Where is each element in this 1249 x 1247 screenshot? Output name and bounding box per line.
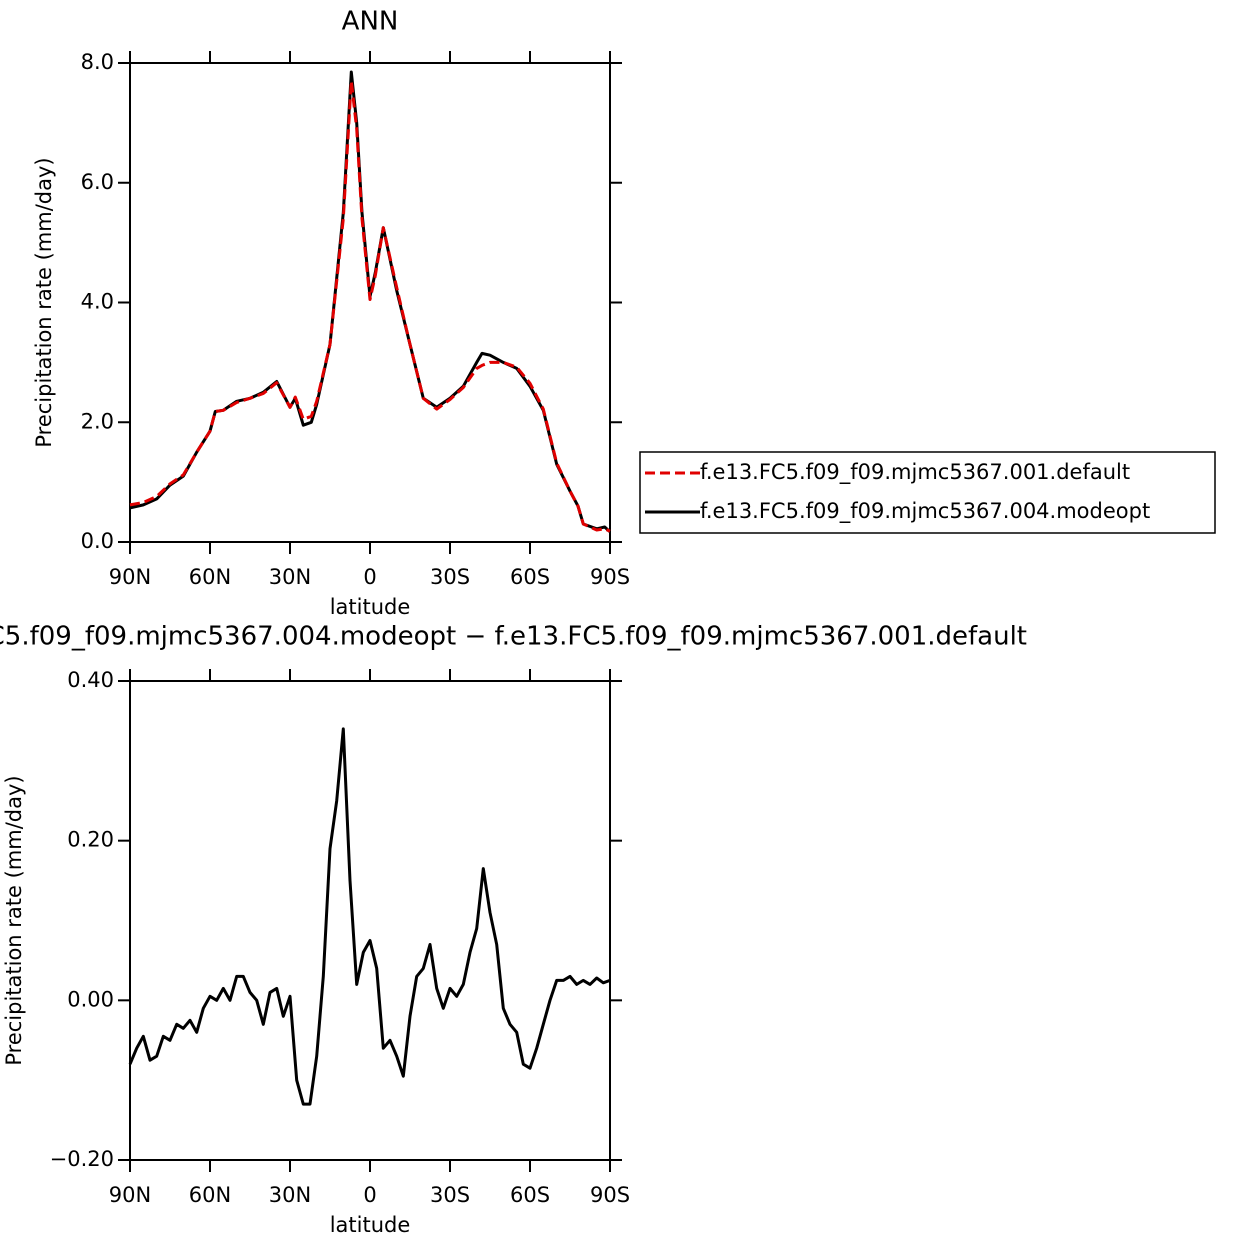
x-tick-label: 0 xyxy=(363,1183,376,1207)
y-tick-label: 0.40 xyxy=(67,668,114,692)
legend-label: f.e13.FC5.f09_f09.mjmc5367.004.modeopt xyxy=(700,499,1150,524)
x-tick-label: 0 xyxy=(363,565,376,589)
chart-title: ANN xyxy=(342,7,399,37)
x-tick-label: 30N xyxy=(269,1183,311,1207)
y-tick-label: −0.20 xyxy=(50,1147,114,1171)
y-tick-label: 6.0 xyxy=(81,170,114,194)
plot-frame xyxy=(129,680,611,1161)
y-axis-label: Precipitation rate (mm/day) xyxy=(2,775,26,1065)
x-axis-label: latitude xyxy=(330,1213,411,1237)
legend-label: f.e13.FC5.f09_f09.mjmc5367.001.default xyxy=(700,460,1130,485)
y-tick-label: 4.0 xyxy=(81,290,114,314)
y-tick-label: 0.00 xyxy=(67,987,114,1011)
x-tick-label: 90S xyxy=(590,565,630,589)
x-tick-label: 60N xyxy=(189,565,231,589)
plot-frame xyxy=(129,62,611,543)
series-line xyxy=(129,79,611,533)
x-tick-label: 30S xyxy=(430,565,470,589)
series-line xyxy=(129,70,612,533)
x-tick-label: 60N xyxy=(189,1183,231,1207)
x-tick-label: 90N xyxy=(109,565,151,589)
y-axis-label: Precipitation rate (mm/day) xyxy=(32,157,56,447)
x-tick-label: 30S xyxy=(430,1183,470,1207)
x-tick-label: 60S xyxy=(510,565,550,589)
y-tick-label: 0.20 xyxy=(67,828,114,852)
x-tick-label: 30N xyxy=(269,565,311,589)
chart-title: f.e13.FC5.f09_f09.mjmc5367.004.modeopt −… xyxy=(0,622,1027,652)
x-tick-label: 60S xyxy=(510,1183,550,1207)
y-tick-label: 2.0 xyxy=(81,409,114,433)
y-tick-label: 0.0 xyxy=(81,529,114,553)
x-axis-label: latitude xyxy=(330,595,411,619)
legend-box xyxy=(639,451,1216,534)
series-line xyxy=(128,727,611,1106)
x-tick-label: 90N xyxy=(109,1183,151,1207)
x-tick-label: 90S xyxy=(590,1183,630,1207)
y-tick-label: 8.0 xyxy=(81,50,114,74)
